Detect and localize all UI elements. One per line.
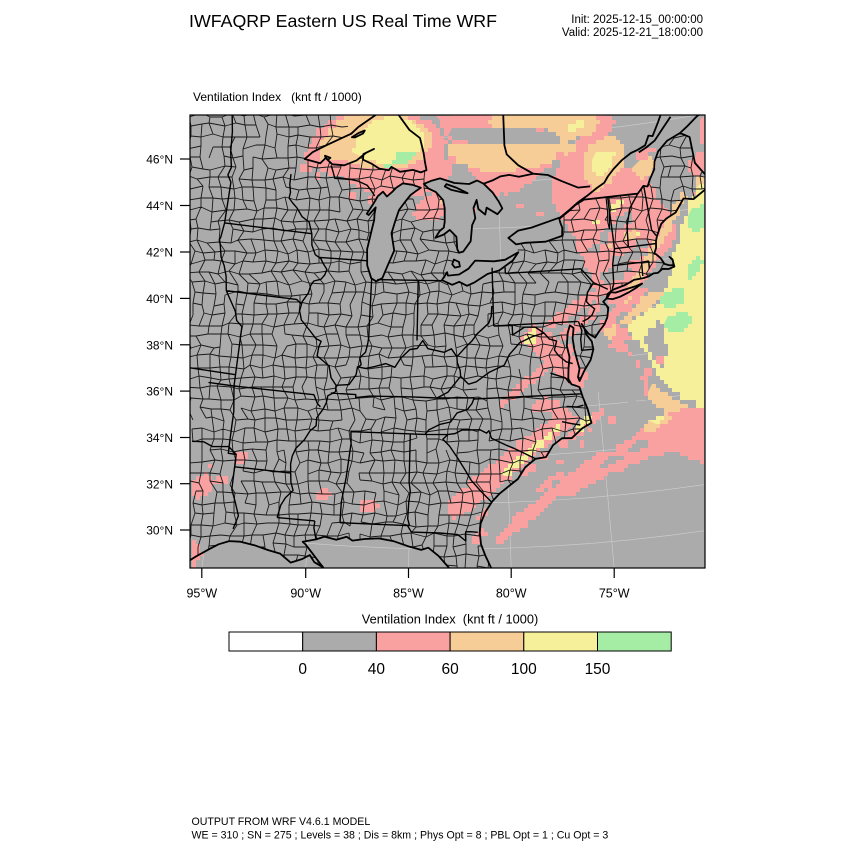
svg-text:38°N: 38°N (146, 338, 173, 352)
svg-text:75°W: 75°W (599, 587, 630, 601)
svg-text:34°N: 34°N (146, 431, 173, 445)
svg-text:60: 60 (441, 661, 459, 678)
svg-text:40: 40 (368, 661, 386, 678)
svg-text:Valid: 2025-12-21_18:00:00: Valid: 2025-12-21_18:00:00 (562, 27, 703, 39)
svg-text:32°N: 32°N (146, 477, 173, 491)
svg-text:OUTPUT FROM WRF V4.6.1 MODEL: OUTPUT FROM WRF V4.6.1 MODEL (192, 816, 371, 828)
svg-text:Init: 2025-12-15_00:00:00: Init: 2025-12-15_00:00:00 (571, 14, 703, 26)
svg-text:150: 150 (585, 661, 611, 678)
svg-text:36°N: 36°N (146, 385, 173, 399)
svg-text:IWFAQRP Eastern US Real Time W: IWFAQRP Eastern US Real Time WRF (189, 11, 497, 31)
svg-text:40°N: 40°N (146, 292, 173, 306)
svg-text:42°N: 42°N (146, 246, 173, 260)
svg-text:0: 0 (298, 661, 307, 678)
svg-text:46°N: 46°N (146, 153, 173, 167)
svg-text:90°W: 90°W (290, 587, 321, 601)
svg-text:85°W: 85°W (393, 587, 424, 601)
svg-text:Ventilation Index (knt ft /: Ventilation Index (knt ft / 1000) (193, 90, 362, 104)
svg-text:95°W: 95°W (186, 587, 217, 601)
svg-text:100: 100 (511, 661, 537, 678)
svg-text:30°N: 30°N (146, 524, 173, 538)
svg-text:44°N: 44°N (146, 199, 173, 213)
svg-text:80°W: 80°W (496, 587, 527, 601)
svg-text:WE = 310 ; SN = 275 ; Levels =: WE = 310 ; SN = 275 ; Levels = 38 ; Dis … (192, 830, 609, 842)
svg-text:Ventilation Index (knt ft / 1: Ventilation Index (knt ft / 1000) (362, 612, 538, 627)
